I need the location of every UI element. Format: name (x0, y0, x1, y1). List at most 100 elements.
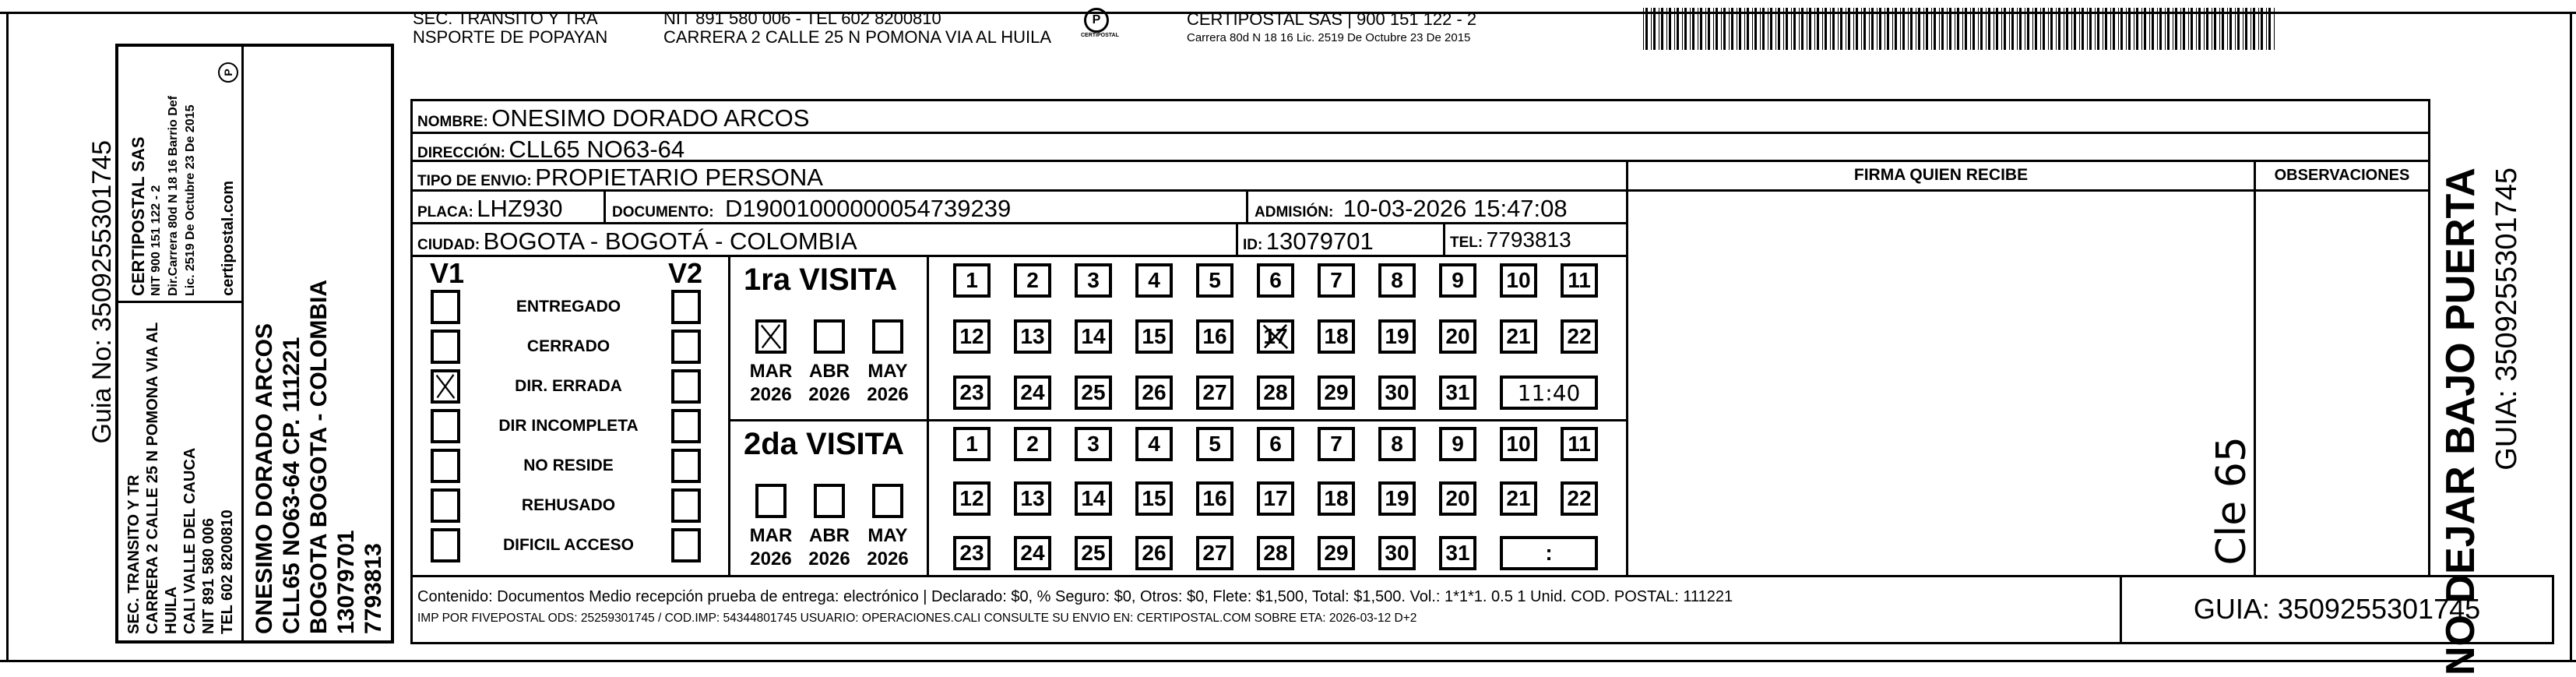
day-number: 19 (1385, 324, 1409, 348)
barcode-bar (1822, 8, 1823, 50)
day-box-11[interactable]: 11 (1561, 263, 1598, 298)
day-box-8[interactable]: 8 (1378, 427, 1416, 461)
day-box-9[interactable]: 9 (1439, 427, 1476, 461)
day-number: 20 (1445, 486, 1470, 510)
day-box-7[interactable]: 7 (1318, 427, 1355, 461)
day-box-9[interactable]: 9 (1439, 263, 1476, 298)
day-box-15[interactable]: 15 (1135, 319, 1173, 354)
day-box-19[interactable]: 19 (1378, 481, 1416, 516)
day-box-2[interactable]: 2 (1014, 427, 1051, 461)
day-box-12[interactable]: 12 (953, 319, 991, 354)
day-box-16[interactable]: 16 (1196, 319, 1233, 354)
day-box-21[interactable]: 21 (1500, 319, 1537, 354)
day-box-25[interactable]: 25 (1075, 376, 1112, 410)
day-box-16[interactable]: 16 (1196, 481, 1233, 516)
day-box-26[interactable]: 26 (1135, 536, 1173, 570)
day-box-21[interactable]: 21 (1500, 481, 1537, 516)
month-name: MAY (867, 525, 908, 546)
day-box-1[interactable]: 1 (953, 427, 991, 461)
v2-checkbox[interactable] (671, 330, 701, 364)
day-box-31[interactable]: 31 (1439, 536, 1476, 570)
day-box-20[interactable]: 20 (1439, 481, 1476, 516)
month-checkbox[interactable] (814, 484, 845, 518)
day-box-24[interactable]: 24 (1014, 376, 1051, 410)
barcode-bar (2097, 8, 2099, 50)
v2-checkbox[interactable] (671, 488, 701, 523)
day-box-18[interactable]: 18 (1318, 481, 1355, 516)
barcode-bar (1661, 8, 1663, 50)
v2-checkbox[interactable] (671, 290, 701, 324)
day-box-13[interactable]: 13 (1014, 319, 1051, 354)
day-box-22[interactable]: 22 (1561, 481, 1598, 516)
day-box-2[interactable]: 2 (1014, 263, 1051, 298)
day-number: 30 (1385, 380, 1409, 404)
v1-checkbox[interactable] (431, 409, 460, 443)
day-box-10[interactable]: 10 (1500, 427, 1537, 461)
barcode-bar (2214, 8, 2216, 50)
day-box-22[interactable]: 22 (1561, 319, 1598, 354)
v1-checkbox[interactable] (431, 330, 460, 364)
day-box-5[interactable]: 5 (1196, 263, 1233, 298)
day-box-12[interactable]: 12 (953, 481, 991, 516)
day-box-18[interactable]: 18 (1318, 319, 1355, 354)
day-box-24[interactable]: 24 (1014, 536, 1051, 570)
day-box-23[interactable]: 23 (953, 376, 991, 410)
day-box-1[interactable]: 1 (953, 263, 991, 298)
day-box-14[interactable]: 14 (1075, 319, 1112, 354)
month-checkbox[interactable] (755, 319, 787, 354)
day-box-6[interactable]: 6 (1257, 427, 1294, 461)
day-box-19[interactable]: 19 (1378, 319, 1416, 354)
barcode-bar (1690, 8, 1691, 50)
day-box-4[interactable]: 4 (1135, 263, 1173, 298)
firma-field[interactable] (1626, 189, 2256, 577)
barcode-bar (2253, 8, 2255, 50)
day-box-17[interactable]: 17 (1257, 319, 1294, 354)
day-box-17[interactable]: 17 (1257, 481, 1294, 516)
day-number: 3 (1087, 432, 1100, 456)
day-box-13[interactable]: 13 (1014, 481, 1051, 516)
barcode-bar (2274, 8, 2275, 50)
day-box-29[interactable]: 29 (1318, 536, 1355, 570)
day-box-30[interactable]: 30 (1378, 536, 1416, 570)
v2-checkbox[interactable] (671, 449, 701, 483)
day-box-23[interactable]: 23 (953, 536, 991, 570)
day-box-27[interactable]: 27 (1196, 376, 1233, 410)
day-box-28[interactable]: 28 (1257, 536, 1294, 570)
day-box-27[interactable]: 27 (1196, 536, 1233, 570)
v1-checkbox[interactable] (431, 290, 460, 324)
day-box-10[interactable]: 10 (1500, 263, 1537, 298)
v2-checkbox[interactable] (671, 528, 701, 562)
month-checkbox[interactable] (872, 319, 903, 354)
v2-checkbox[interactable] (671, 409, 701, 443)
day-box-3[interactable]: 3 (1075, 427, 1112, 461)
v1-checkbox[interactable] (431, 449, 460, 483)
day-box-25[interactable]: 25 (1075, 536, 1112, 570)
v2-checkbox[interactable] (671, 369, 701, 404)
v1-checkbox[interactable] (431, 528, 460, 562)
v1-checkbox[interactable] (431, 369, 460, 404)
day-box-14[interactable]: 14 (1075, 481, 1112, 516)
day-box-5[interactable]: 5 (1196, 427, 1233, 461)
day-box-26[interactable]: 26 (1135, 376, 1173, 410)
observaciones-field[interactable] (2254, 189, 2430, 577)
day-box-6[interactable]: 6 (1257, 263, 1294, 298)
day-box-8[interactable]: 8 (1378, 263, 1416, 298)
time-field[interactable]: 11:40 (1500, 376, 1598, 410)
day-box-7[interactable]: 7 (1318, 263, 1355, 298)
nombre-value: ONESIMO DORADO ARCOS (491, 104, 810, 132)
v1-checkbox[interactable] (431, 488, 460, 523)
day-box-15[interactable]: 15 (1135, 481, 1173, 516)
month-checkbox[interactable] (872, 484, 903, 518)
day-box-3[interactable]: 3 (1075, 263, 1112, 298)
month-checkbox[interactable] (814, 319, 845, 354)
day-box-20[interactable]: 20 (1439, 319, 1476, 354)
month-checkbox[interactable] (755, 484, 787, 518)
day-box-11[interactable]: 11 (1561, 427, 1598, 461)
day-box-4[interactable]: 4 (1135, 427, 1173, 461)
day-box-31[interactable]: 31 (1439, 376, 1476, 410)
day-box-28[interactable]: 28 (1257, 376, 1294, 410)
placa-cell: PLACA: LHZ930 (410, 189, 606, 224)
time-field[interactable]: : (1500, 536, 1598, 570)
day-box-30[interactable]: 30 (1378, 376, 1416, 410)
day-box-29[interactable]: 29 (1318, 376, 1355, 410)
